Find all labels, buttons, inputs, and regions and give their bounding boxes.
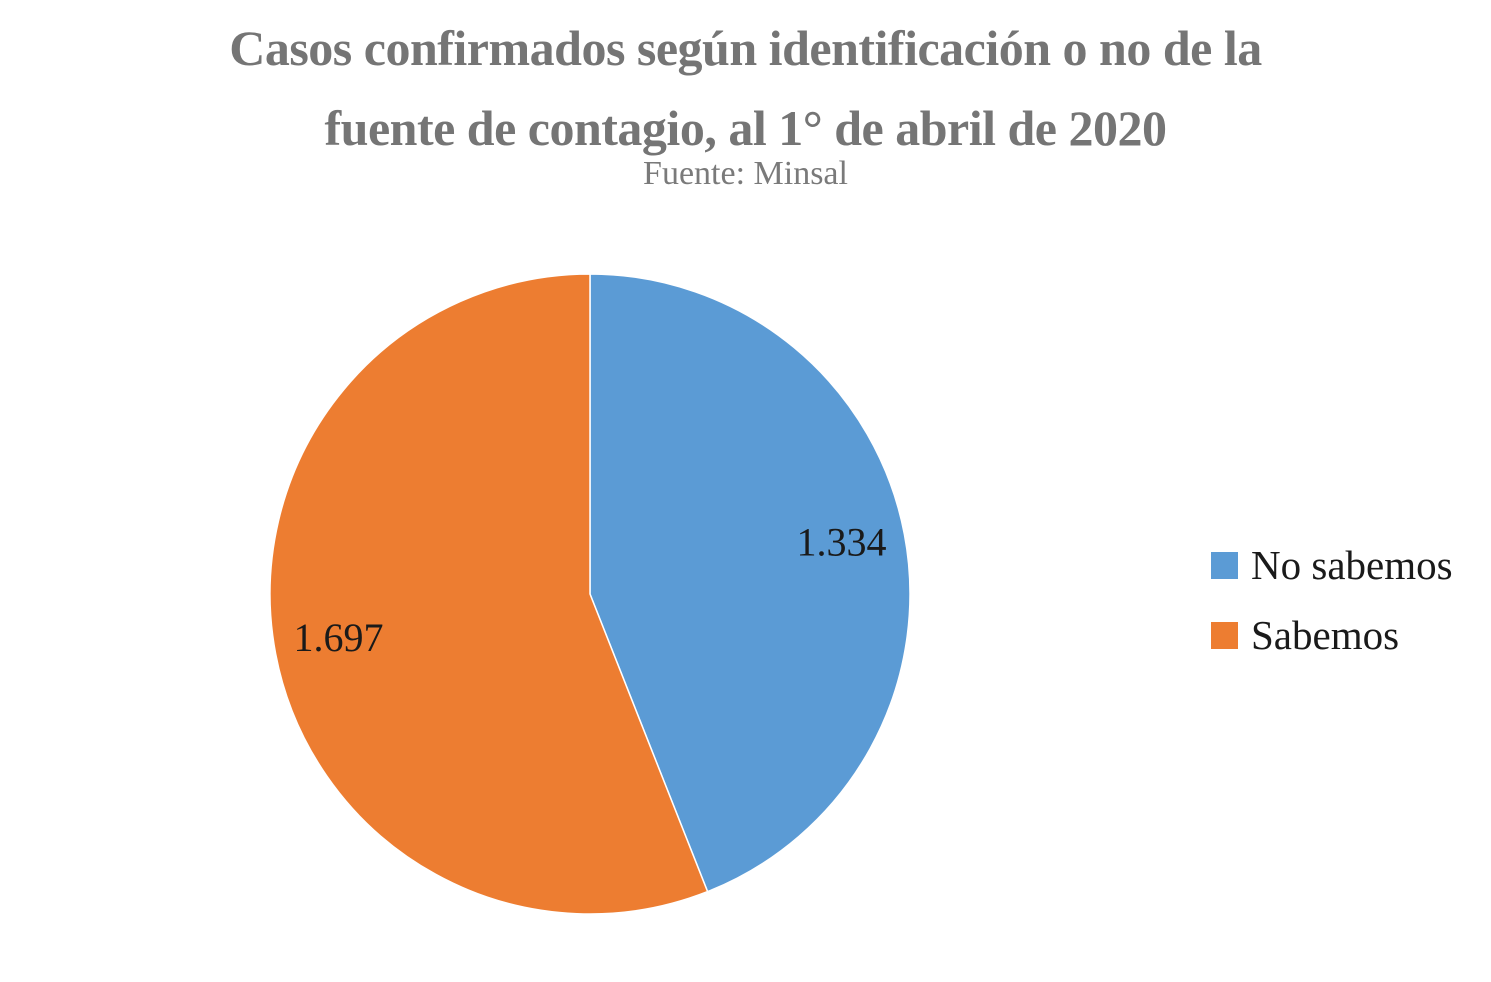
pie-slice-no-sabemos — [589, 273, 911, 893]
pie-slice-sabemos — [269, 273, 709, 915]
legend-swatch-no-sabemos — [1211, 551, 1238, 579]
pie-data-labels: 1.334 1.697 — [294, 519, 887, 660]
legend: No sabemos Sabemos — [1211, 530, 1453, 670]
data-label-no-sabemos: 1.334 — [796, 519, 886, 564]
legend-label-sabemos: Sabemos — [1251, 612, 1400, 658]
data-label-sabemos: 1.697 — [294, 615, 384, 660]
legend-swatch-sabemos — [1211, 621, 1238, 649]
chart-subtitle: Fuente: Minsal — [643, 155, 848, 192]
chart-title-line-2: fuente de contagio, al 1° de abril de 20… — [324, 100, 1167, 156]
chart-title-line-1: Casos confirmados según identificación o… — [229, 20, 1262, 76]
legend-item-no-sabemos: No sabemos — [1211, 530, 1453, 600]
chart-title: Casos confirmados según identificación o… — [0, 8, 1491, 168]
legend-item-sabemos: Sabemos — [1211, 600, 1453, 670]
legend-label-no-sabemos: No sabemos — [1251, 542, 1453, 588]
pie-slices — [269, 273, 911, 915]
